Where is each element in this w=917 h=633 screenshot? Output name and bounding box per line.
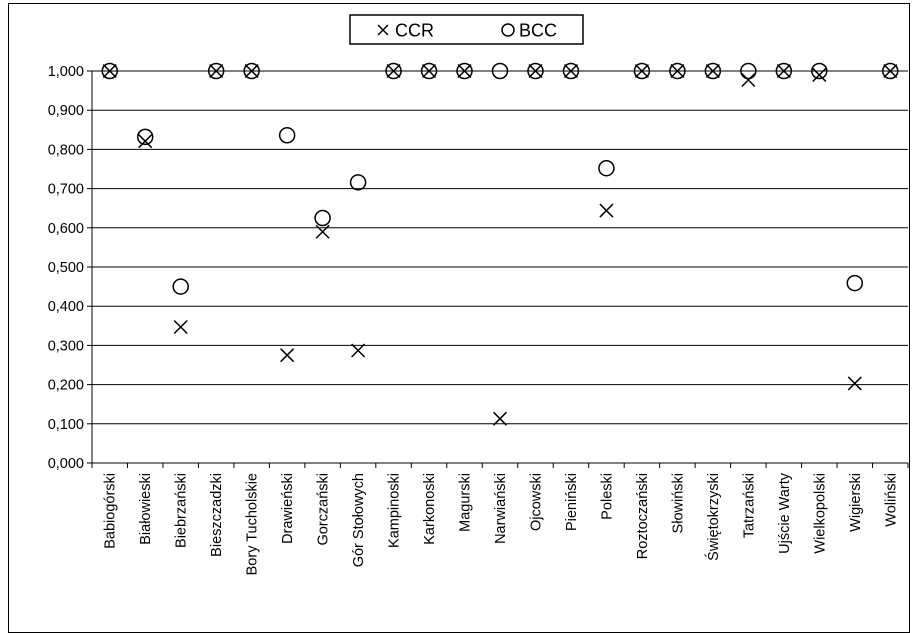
y-tick-label: 0,500 xyxy=(48,260,84,276)
y-tick-label: 0,800 xyxy=(48,142,84,158)
bcc-marker xyxy=(491,62,509,80)
bcc-marker xyxy=(740,62,757,80)
ccr-marker xyxy=(173,319,188,335)
bcc-marker xyxy=(385,62,402,80)
x-tick-label: Świętokrzyski xyxy=(704,473,722,561)
x-tick-label: Gorczański xyxy=(316,473,332,546)
x-tick-label: Ojcowski xyxy=(528,473,544,531)
ccr-marker xyxy=(670,63,685,79)
x-tick-label: Poleski xyxy=(599,473,615,520)
y-tick-label: 0,400 xyxy=(48,299,84,315)
legend-label-ccr: CCR xyxy=(395,21,434,41)
bcc-marker xyxy=(633,62,651,80)
x-tick-label: Bieszczadzki xyxy=(209,473,225,557)
bcc-marker xyxy=(669,62,686,80)
x-tick-label: Narwiański xyxy=(493,473,509,544)
ccr-marker xyxy=(138,134,153,149)
x-tick-label: Wigierski xyxy=(848,473,864,532)
ccr-marker xyxy=(457,63,472,79)
ccr-marker xyxy=(209,63,224,79)
ccr-marker xyxy=(847,376,862,391)
x-tick-label: Białowieski xyxy=(138,473,154,545)
x-tick-label: Słowiński xyxy=(670,473,686,533)
y-tick-label: 0,600 xyxy=(48,221,84,237)
legend-bcc-symbol xyxy=(501,23,515,37)
x-tick-label: Drawieński xyxy=(280,473,296,544)
bcc-marker xyxy=(527,62,544,80)
x-tick-label: Woliński xyxy=(883,473,899,527)
y-tick-label: 0,900 xyxy=(48,103,84,119)
bcc-marker xyxy=(278,127,296,144)
x-tick-label: Ujście Warty xyxy=(777,472,793,554)
x-tick-label: Roztoczański xyxy=(635,473,651,559)
x-tick-label: Kampinoski xyxy=(387,473,403,548)
ccr-marker xyxy=(705,63,720,79)
ccr-marker xyxy=(422,63,437,79)
legend-label-bcc: BCC xyxy=(519,21,557,41)
ccr-marker xyxy=(634,63,649,79)
ccr-marker xyxy=(883,63,898,79)
ccr-marker xyxy=(812,67,827,82)
bcc-marker xyxy=(846,274,864,292)
y-tick-label: 0,300 xyxy=(48,338,84,354)
bcc-marker xyxy=(420,62,438,80)
x-tick-label: Bory Tucholskie xyxy=(245,473,261,575)
y-tick-label: 0,200 xyxy=(48,378,84,394)
x-axis-tick-labels: Babiogórski Białowieski Biebrzański Bieszcz… xyxy=(103,472,900,575)
bcc-marker xyxy=(775,62,793,80)
legend-box xyxy=(349,14,584,45)
ccr-marker xyxy=(741,72,756,88)
bcc-marker xyxy=(314,209,331,227)
y-tick-label: 1,000 xyxy=(48,64,84,80)
y-tick-label: 0,000 xyxy=(48,456,84,472)
bcc-marker xyxy=(349,174,367,191)
bcc-marker xyxy=(456,62,473,80)
y-tick-label: 0,100 xyxy=(48,417,84,433)
bcc-marker xyxy=(598,159,615,177)
ccr-marker xyxy=(563,63,578,79)
bcc-marker xyxy=(562,62,580,80)
x-tick-label: Tatrzański xyxy=(741,473,757,538)
legend: CCR BCC xyxy=(349,14,584,45)
bcc-marker xyxy=(704,62,722,80)
y-axis-tick-labels: 0,000 0,100 0,200 0,300 0,400 0,500 0,600 0,700… xyxy=(48,64,84,472)
ccr-marker xyxy=(280,348,295,363)
bcc-marker xyxy=(243,62,260,80)
gridlines xyxy=(92,70,908,425)
ccr-marker xyxy=(492,411,508,426)
x-tick-label: Babiogórski xyxy=(103,473,119,549)
data-markers xyxy=(101,62,899,426)
ccr-marker xyxy=(599,203,614,218)
bcc-marker xyxy=(136,128,154,146)
bcc-marker xyxy=(101,62,118,80)
ccr-marker xyxy=(528,63,543,79)
ccr-marker xyxy=(776,63,791,79)
bcc-marker xyxy=(207,62,225,80)
ccr-marker xyxy=(244,63,259,79)
legend-ccr-symbol xyxy=(377,24,389,36)
x-tick-label: Magurski xyxy=(458,473,474,532)
y-tick-label: 0,700 xyxy=(48,182,84,198)
ccr-marker xyxy=(351,343,366,358)
x-tick-label: Pieniński xyxy=(564,473,580,531)
bcc-marker xyxy=(811,62,828,80)
x-tick-label: Karkonoski xyxy=(422,473,438,545)
ccr-marker xyxy=(102,63,117,79)
ccr-marker xyxy=(386,63,401,79)
x-tick-label: Wielkopolski xyxy=(812,473,828,554)
x-tick-label: Biebrzański xyxy=(174,473,190,548)
bcc-marker xyxy=(882,62,899,80)
ccr-marker xyxy=(315,224,330,239)
axes xyxy=(87,70,909,468)
x-tick-label: Gór Stołowych xyxy=(351,473,367,567)
bcc-marker xyxy=(172,278,189,295)
